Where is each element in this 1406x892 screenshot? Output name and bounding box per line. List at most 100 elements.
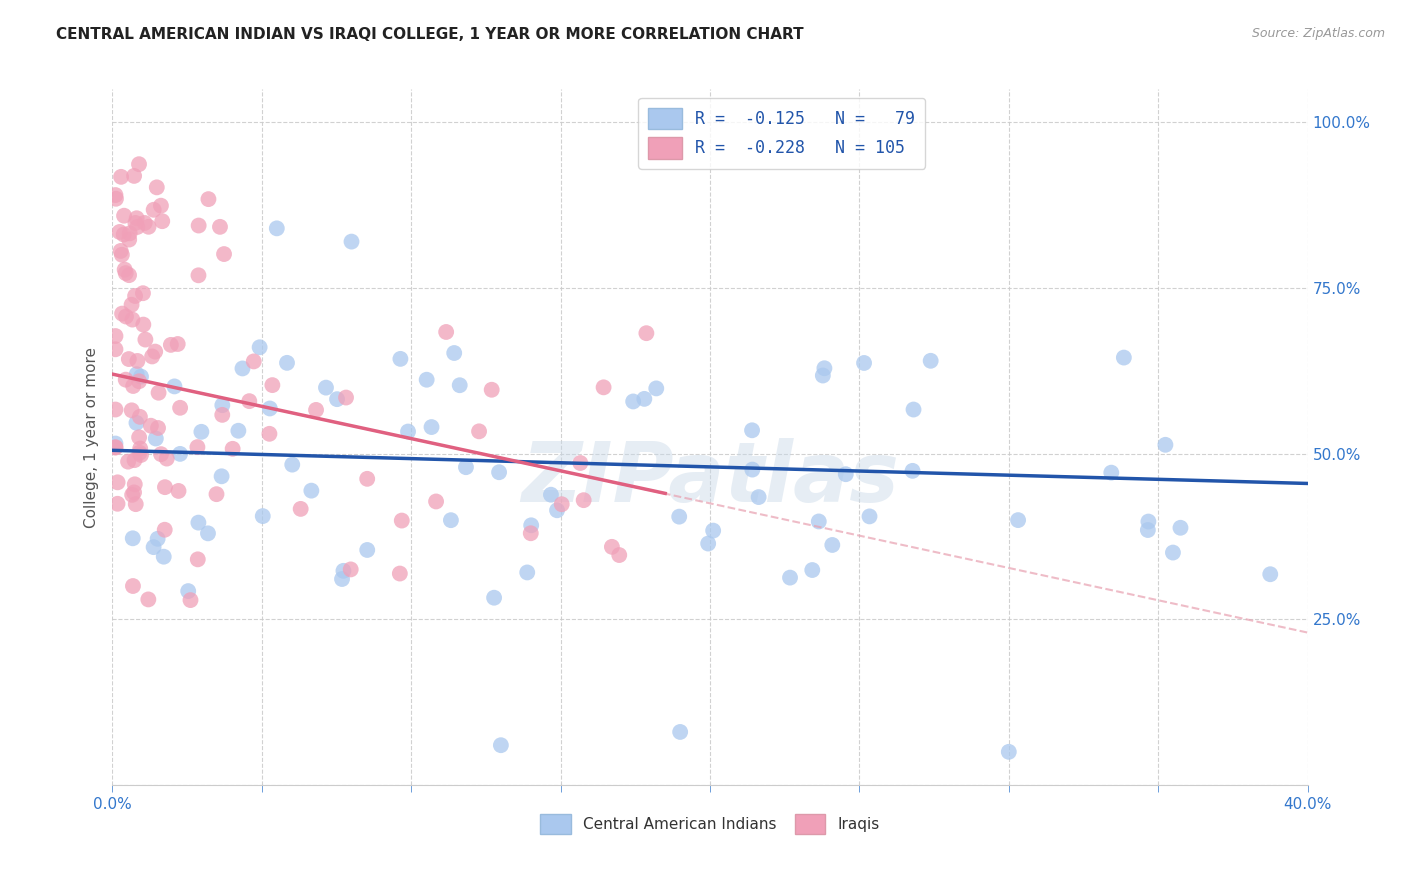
Point: [122, 485, 145, 500]
Point: [121, 403, 143, 417]
Point: [1137, 515, 1160, 529]
Point: [143, 344, 166, 359]
Point: [148, 385, 170, 400]
Point: [572, 493, 595, 508]
Point: [1154, 438, 1177, 452]
Point: [920, 353, 942, 368]
Point: [569, 456, 592, 470]
Point: [807, 515, 830, 529]
Point: [205, 487, 228, 501]
Point: [454, 460, 477, 475]
Point: [108, 225, 131, 239]
Point: [179, 593, 201, 607]
Point: [111, 248, 134, 262]
Point: [187, 219, 209, 233]
Point: [697, 536, 720, 550]
Point: [125, 416, 148, 430]
Point: [128, 157, 150, 171]
Point: [748, 490, 770, 504]
Point: [114, 262, 136, 277]
Text: ZIPatlas: ZIPatlas: [522, 438, 898, 519]
Point: [110, 244, 132, 258]
Point: [163, 379, 186, 393]
Point: [160, 338, 183, 352]
Point: [124, 477, 146, 491]
Point: [121, 298, 143, 312]
Point: [440, 513, 463, 527]
Point: [356, 543, 378, 558]
Point: [259, 401, 281, 416]
Point: [516, 566, 538, 580]
Point: [167, 483, 190, 498]
Point: [645, 381, 668, 395]
Point: [315, 381, 337, 395]
Point: [540, 488, 562, 502]
Y-axis label: College, 1 year or more: College, 1 year or more: [83, 347, 98, 527]
Point: [853, 356, 876, 370]
Point: [813, 361, 835, 376]
Point: [124, 216, 146, 230]
Point: [326, 392, 349, 406]
Point: [741, 423, 763, 437]
Point: [169, 447, 191, 461]
Point: [187, 516, 209, 530]
Point: [104, 188, 127, 202]
Point: [114, 266, 136, 280]
Point: [129, 448, 152, 462]
Point: [779, 571, 801, 585]
Point: [290, 502, 312, 516]
Point: [1099, 466, 1122, 480]
Point: [266, 221, 288, 235]
Point: [121, 531, 143, 545]
Legend: Central American Indians, Iraqis: Central American Indians, Iraqis: [534, 808, 886, 840]
Point: [262, 378, 284, 392]
Point: [668, 509, 690, 524]
Point: [520, 526, 543, 541]
Point: [117, 455, 139, 469]
Point: [121, 312, 143, 326]
Point: [434, 325, 457, 339]
Point: [858, 509, 880, 524]
Point: [122, 579, 145, 593]
Point: [305, 403, 328, 417]
Point: [1170, 521, 1192, 535]
Point: [150, 214, 173, 228]
Point: [104, 343, 127, 357]
Point: [114, 373, 136, 387]
Point: [169, 401, 191, 415]
Point: [118, 233, 141, 247]
Point: [1136, 523, 1159, 537]
Point: [299, 483, 322, 498]
Point: [332, 564, 354, 578]
Point: [150, 447, 173, 461]
Point: [153, 480, 176, 494]
Point: [107, 475, 129, 490]
Point: [187, 268, 209, 283]
Point: [104, 192, 127, 206]
Point: [281, 458, 304, 472]
Point: [741, 462, 763, 476]
Point: [231, 361, 253, 376]
Point: [190, 425, 212, 439]
Point: [104, 436, 127, 450]
Point: [104, 440, 127, 454]
Point: [388, 566, 411, 581]
Point: [115, 310, 138, 324]
Point: [118, 227, 141, 241]
Point: [443, 346, 465, 360]
Point: [238, 394, 260, 409]
Point: [138, 592, 160, 607]
Point: [129, 442, 152, 456]
Point: [420, 420, 443, 434]
Point: [129, 369, 152, 384]
Point: [208, 219, 231, 234]
Point: [211, 408, 233, 422]
Point: [146, 180, 169, 194]
Point: [134, 333, 156, 347]
Point: [330, 572, 353, 586]
Point: [127, 354, 149, 368]
Text: CENTRAL AMERICAN INDIAN VS IRAQI COLLEGE, 1 YEAR OR MORE CORRELATION CHART: CENTRAL AMERICAN INDIAN VS IRAQI COLLEGE…: [56, 27, 804, 42]
Point: [139, 418, 162, 433]
Point: [242, 354, 264, 368]
Text: Source: ZipAtlas.com: Source: ZipAtlas.com: [1251, 27, 1385, 40]
